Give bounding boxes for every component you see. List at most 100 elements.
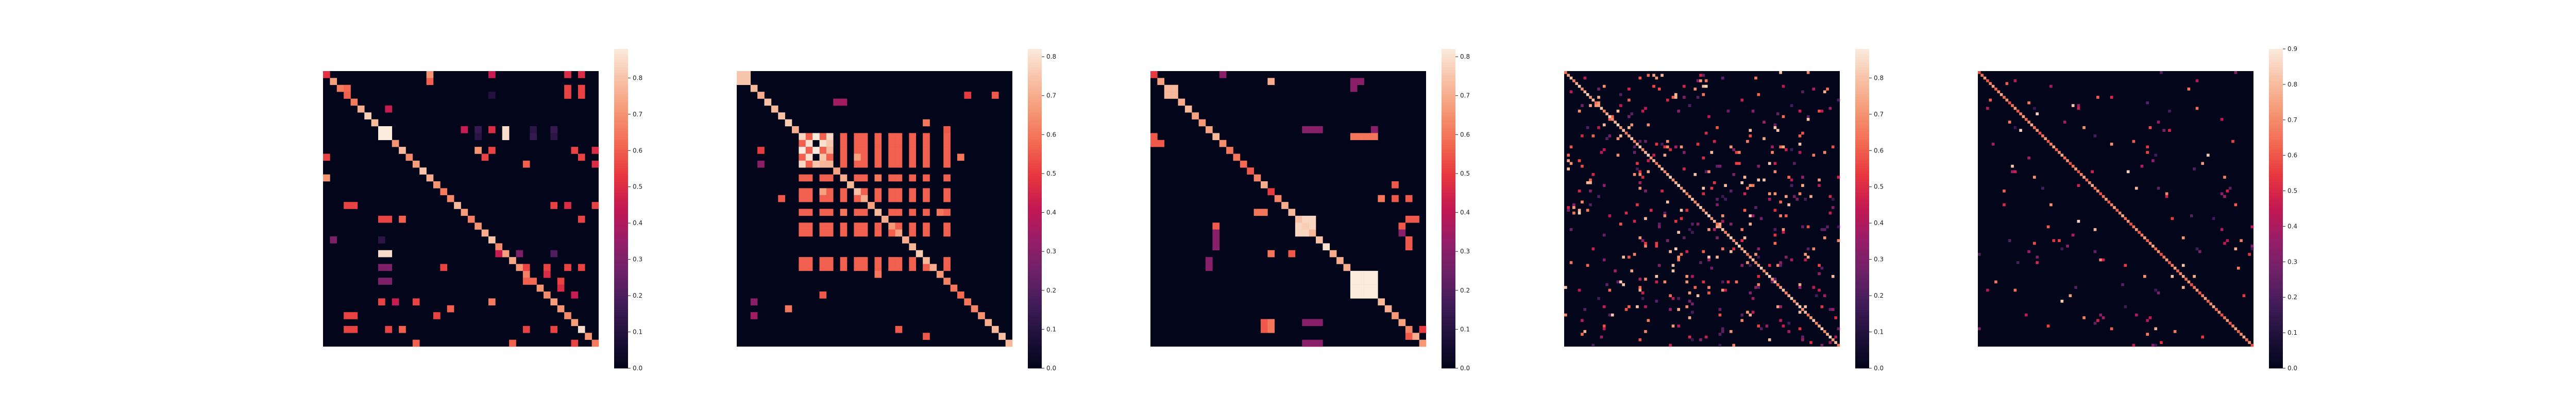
heatmap-cell [1378,298,1385,306]
heatmap-cell [1828,195,1832,198]
heatmap-cell [2105,198,2108,201]
heatmap-cell [2250,247,2254,251]
heatmap-cell [2143,236,2146,239]
colorbar-segment [2269,57,2283,60]
colorbar-segment [1442,349,1455,353]
heatmap-cell [888,257,895,264]
colorbar-segment [1028,251,1042,254]
colorbar-segment [1855,147,1869,150]
heatmap-cell [1691,338,1694,341]
colorbar-segment [2269,115,2283,118]
heatmap-cell [1619,126,1622,129]
heatmap-cell [1581,104,1584,107]
colorbar-segment [1442,315,1455,318]
heatmap-cell [943,257,951,264]
heatmap-cell [1790,104,1793,107]
heatmap-cell [1405,215,1413,223]
heatmap-cell [1831,198,1835,201]
heatmap-cell [426,78,434,85]
heatmap-cell [1608,134,1612,138]
heatmap-cell [447,305,454,313]
heatmap-cell [1295,229,1302,237]
colorbar-tick-label: 0.9 [2287,45,2297,53]
heatmap-cell [1787,321,1790,325]
heatmap-cell [2033,107,2036,110]
heatmap-cell [1716,203,1719,207]
heatmap-cell [2060,247,2064,251]
colorbar-segment [1028,230,1042,233]
heatmap-cell [1735,242,1738,245]
heatmap-cell [1644,245,1647,248]
heatmap-cell [1798,109,1802,113]
heatmap-cell [2226,190,2229,193]
heatmap-cell [1364,291,1371,299]
heatmap-cell [2212,217,2215,220]
heatmap-cell [1608,117,1612,121]
heatmap-cell [1633,145,1636,149]
colorbar-segment [614,142,628,145]
heatmap-cell [2063,156,2066,160]
colorbar-segment [2269,70,2283,73]
colorbar-segment [614,83,628,87]
colorbar-segment [614,209,628,212]
heatmap-cell [522,270,530,278]
heatmap-cell [474,126,482,133]
colorbar-segment [1855,142,1869,145]
colorbar-segment [2269,291,2283,294]
heatmap-cell [1309,126,1316,133]
colorbar-segment [1028,262,1042,265]
heatmap-cell [1638,338,1642,341]
heatmap-cell [909,222,917,230]
heatmap-cell [2126,170,2130,174]
colorbar-segment [614,307,628,310]
heatmap-cell [2063,121,2066,124]
heatmap-cell [1837,225,1840,229]
colorbar-segment [1442,237,1455,241]
colorbar-segment [1855,219,1869,222]
heatmap-cell [1652,153,1655,157]
colorbar-segment [1855,328,1869,332]
heatmap-cell [2085,178,2089,182]
heatmap-cell [2003,190,2006,193]
heatmap-cell [895,160,903,168]
heatmap-cell [1699,261,1702,264]
colorbar-tick-label: 0.4 [633,219,642,227]
colorbar-segment [1028,139,1042,143]
heatmap-cell [1357,133,1364,141]
heatmap-cell [2201,335,2204,339]
heatmap-cell [1671,264,1675,267]
heatmap-cell [2193,167,2196,170]
colorbar-segment [1442,161,1455,164]
heatmap-cell [2093,321,2097,325]
colorbar-segment [614,344,628,348]
heatmap-cell [1644,190,1647,193]
colorbar-segment [2269,145,2283,148]
heatmap-cell [1685,209,1689,212]
colorbar-segment [1442,115,1455,118]
heatmap-cell [826,195,834,202]
colorbar-segment [1028,200,1042,204]
heatmap-cell [1619,104,1622,107]
colorbar-segment [1028,365,1042,369]
colorbar-segment [1442,243,1455,246]
colorbar-segment [1442,126,1455,129]
heatmap-cell [1812,319,1816,322]
heatmap-cell [1691,222,1694,226]
heatmap-cell [1801,308,1804,311]
heatmap-cell [991,92,999,99]
colorbar-segment [1442,251,1455,254]
heatmap-cell [1710,266,1714,270]
heatmap-cell [1704,335,1708,339]
colorbar-segment [1028,341,1042,345]
heatmap-cell [1663,145,1667,149]
colorbar-segment [1855,67,1869,71]
colorbar-segment [1855,349,1869,353]
heatmap-cell [1746,186,1749,190]
colorbar-segment [614,328,628,332]
heatmap-cell [1671,269,1675,272]
heatmap-cell [2118,211,2122,215]
heatmap-cell [991,325,999,333]
colorbar-segment [1855,179,1869,182]
colorbar-segment [1855,136,1869,140]
heatmap-cell [1261,325,1268,333]
